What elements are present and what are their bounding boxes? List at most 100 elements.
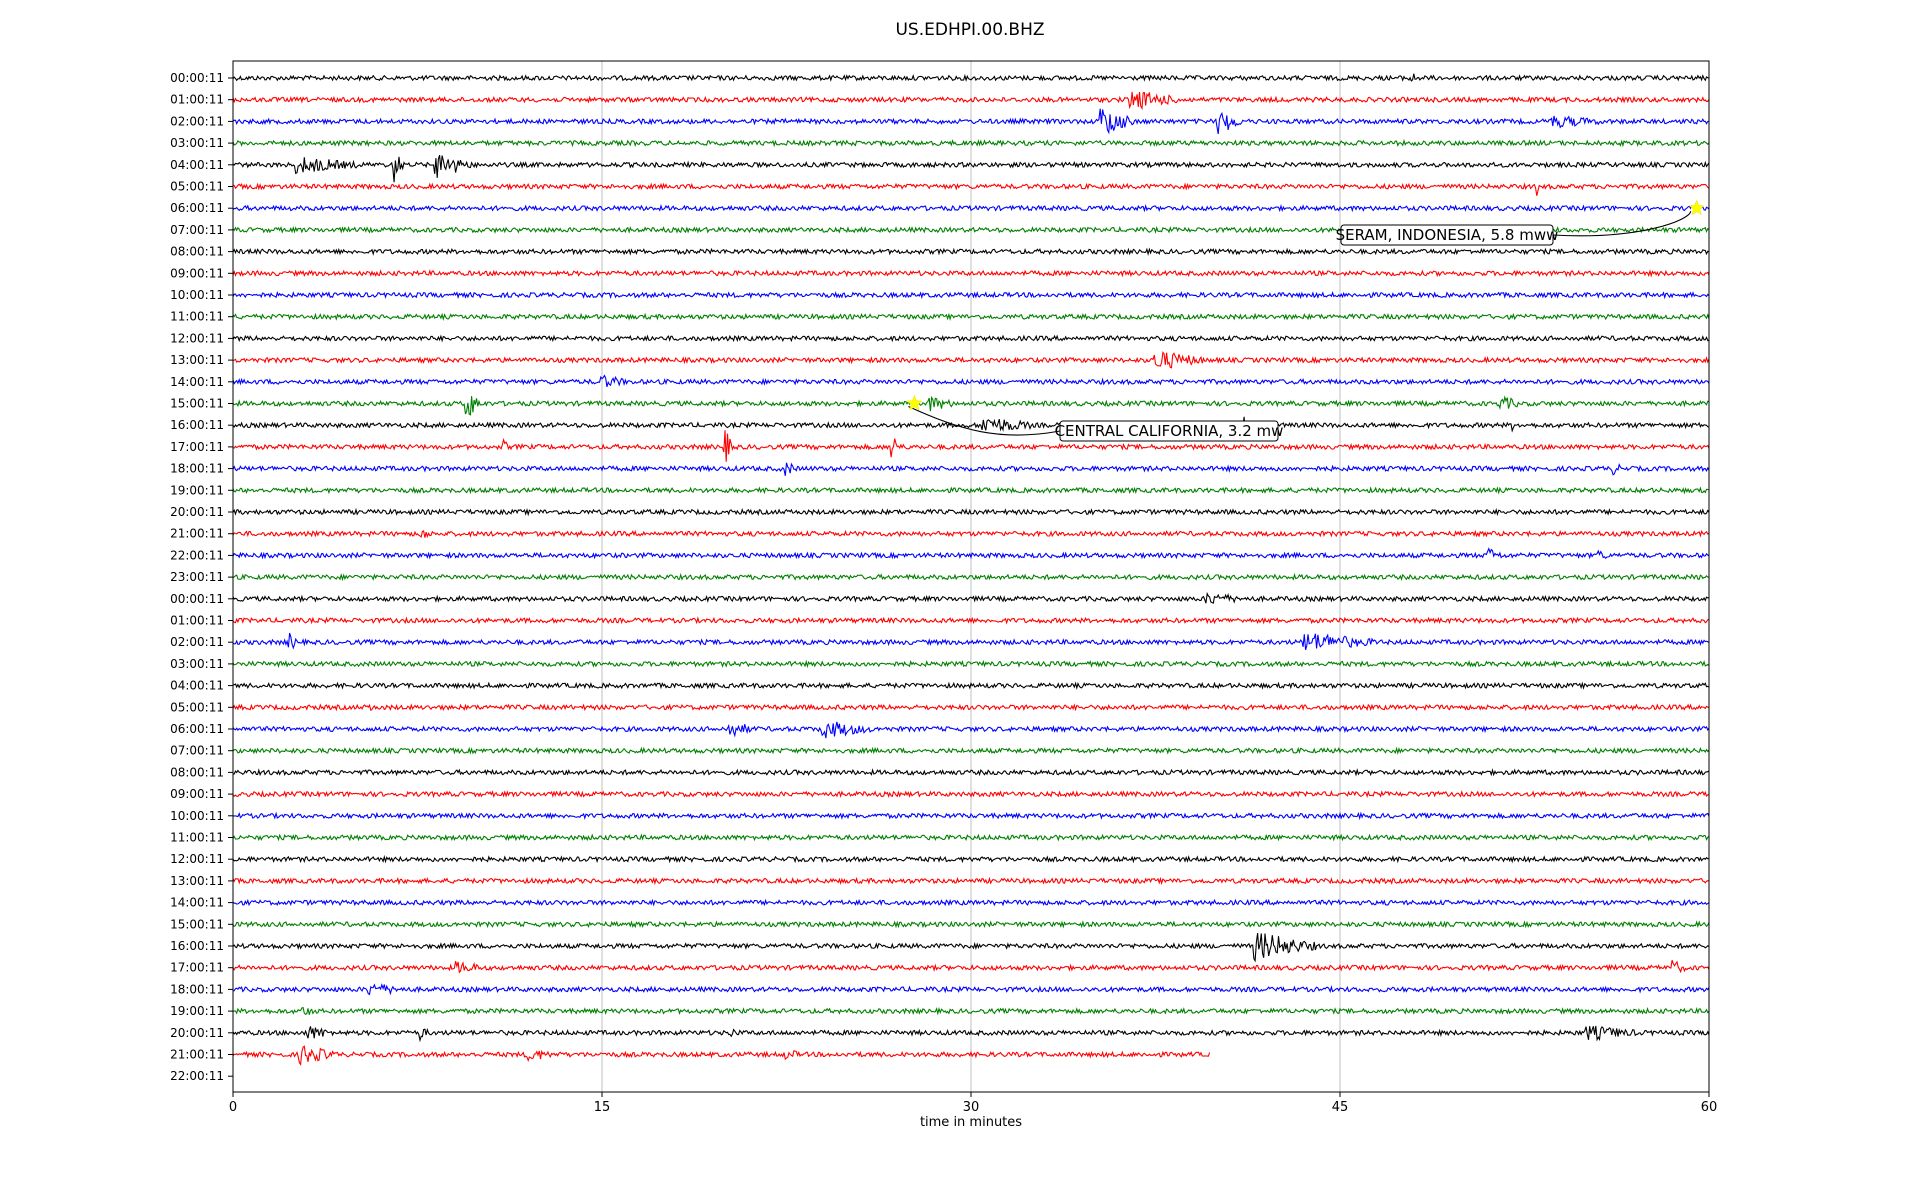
y-tick-label: 02:00:11: [170, 114, 224, 128]
trace-row: [232, 768, 1710, 777]
y-tick-label: 16:00:11: [170, 418, 224, 432]
y-tick-label: 09:00:11: [170, 787, 224, 801]
trace-row: [232, 462, 1710, 476]
y-tick-label: 05:00:11: [170, 700, 224, 714]
trace-row: [232, 351, 1710, 369]
trace-row: [232, 746, 1710, 755]
trace-row: [232, 591, 1709, 604]
y-tick-label: 17:00:11: [170, 961, 224, 975]
trace-row: [232, 247, 1710, 256]
y-tick-label: 01:00:11: [170, 614, 224, 628]
trace-row: [232, 529, 1710, 539]
chart-title: US.EDHPI.00.BHZ: [895, 20, 1044, 40]
trace-row: [232, 960, 1710, 974]
trace-row: [232, 833, 1710, 842]
y-tick-label: 06:00:11: [170, 722, 224, 736]
trace-rows: [232, 73, 1710, 1066]
y-tick-label: 16:00:11: [170, 939, 224, 953]
y-tick-label: 13:00:11: [170, 874, 224, 888]
trace-row: [232, 1025, 1710, 1043]
annotation-arrow: [908, 405, 1061, 436]
y-tick-label: 14:00:11: [170, 896, 224, 910]
trace-row: [232, 983, 1710, 996]
y-tick-label: 00:00:11: [170, 71, 224, 85]
trace-row: [232, 269, 1710, 278]
y-tick-label: 21:00:11: [170, 527, 224, 541]
trace-row: [232, 876, 1710, 886]
x-tick-label: 0: [229, 1100, 237, 1115]
y-tick-label: 08:00:11: [170, 765, 224, 779]
y-tick-label: 20:00:11: [170, 505, 224, 519]
trace-row: [232, 898, 1710, 907]
annotation-box: [1059, 420, 1279, 442]
x-tick-label: 15: [594, 1100, 611, 1115]
trace-row: [232, 91, 1710, 111]
event-star-marker: [906, 394, 923, 411]
annotation-label: CENTRAL CALIFORNIA, 3.2 mw: [1055, 422, 1284, 440]
x-tick-label: 45: [1332, 1100, 1349, 1115]
y-tick-label: 10:00:11: [170, 809, 224, 823]
annotation-arrow: [1552, 210, 1692, 237]
trace-row: [232, 290, 1710, 300]
trace-row: [232, 1045, 1211, 1066]
trace-row: [232, 182, 1710, 196]
trace-row: [232, 507, 1710, 517]
y-tick-label: 07:00:11: [170, 223, 224, 237]
y-tick-label: 11:00:11: [170, 831, 224, 845]
y-tick-label: 03:00:11: [170, 136, 224, 150]
y-tick-label: 07:00:11: [170, 744, 224, 758]
y-tick-label: 23:00:11: [170, 570, 224, 584]
y-tick-label: 12:00:11: [170, 852, 224, 866]
trace-row: [232, 572, 1710, 582]
trace-row: [232, 312, 1710, 322]
x-axis-label: time in minutes: [920, 1115, 1022, 1130]
y-tick-label: 18:00:11: [170, 982, 224, 996]
y-tick-label: 00:00:11: [170, 592, 224, 606]
trace-row: [232, 73, 1710, 83]
x-tick-labels: 0 15 30 45 60: [229, 1092, 1717, 1115]
x-tick-label: 60: [1701, 1100, 1718, 1115]
y-tick-label: 05:00:11: [170, 180, 224, 194]
y-tick-label: 19:00:11: [170, 1004, 224, 1018]
y-tick-label: 15:00:11: [170, 397, 224, 411]
y-tick-label: 18:00:11: [170, 462, 224, 476]
event-annotations: SERAM, INDONESIA, 5.8 mww CENTRAL CALIFOR…: [906, 199, 1705, 442]
y-tick-label: 22:00:11: [170, 1069, 224, 1083]
y-tick-label: 11:00:11: [170, 310, 224, 324]
trace-row: [232, 1006, 1710, 1016]
y-tick-label: 17:00:11: [170, 440, 224, 454]
trace-row: [232, 933, 1710, 963]
y-tick-label: 06:00:11: [170, 201, 224, 215]
trace-row: [232, 203, 1710, 213]
x-tick-label: 30: [963, 1100, 980, 1115]
annotation-box: [1340, 224, 1554, 246]
trace-row: [232, 854, 1710, 864]
trace-row: [232, 334, 1710, 343]
y-tick-label: 08:00:11: [170, 245, 224, 259]
y-tick-label: 14:00:11: [170, 375, 224, 389]
y-tick-label: 02:00:11: [170, 635, 224, 649]
trace-row: [232, 154, 1710, 183]
trace-row: [232, 789, 1710, 799]
trace-row: [232, 108, 1710, 135]
trace-row: [232, 547, 1710, 560]
trace-row: [232, 616, 1710, 625]
y-tick-label: 20:00:11: [170, 1026, 224, 1040]
y-tick-label: 13:00:11: [170, 353, 224, 367]
trace-row: [232, 395, 1710, 416]
trace-row: [232, 632, 1710, 650]
trace-row: [232, 703, 1710, 712]
y-tick-label: 03:00:11: [170, 657, 224, 671]
y-tick-labels: 00:00:11 01:00:11 02:00:11 03:00:11 04:00:11…: [170, 71, 233, 1083]
y-tick-label: 19:00:11: [170, 483, 224, 497]
y-tick-label: 04:00:11: [170, 158, 224, 172]
y-tick-label: 09:00:11: [170, 266, 224, 280]
y-tick-label: 10:00:11: [170, 288, 224, 302]
y-tick-label: 01:00:11: [170, 93, 224, 107]
trace-row: [232, 416, 1710, 434]
y-tick-label: 21:00:11: [170, 1048, 224, 1062]
trace-row: [232, 920, 1710, 929]
y-tick-label: 12:00:11: [170, 331, 224, 345]
trace-row: [232, 374, 1710, 387]
